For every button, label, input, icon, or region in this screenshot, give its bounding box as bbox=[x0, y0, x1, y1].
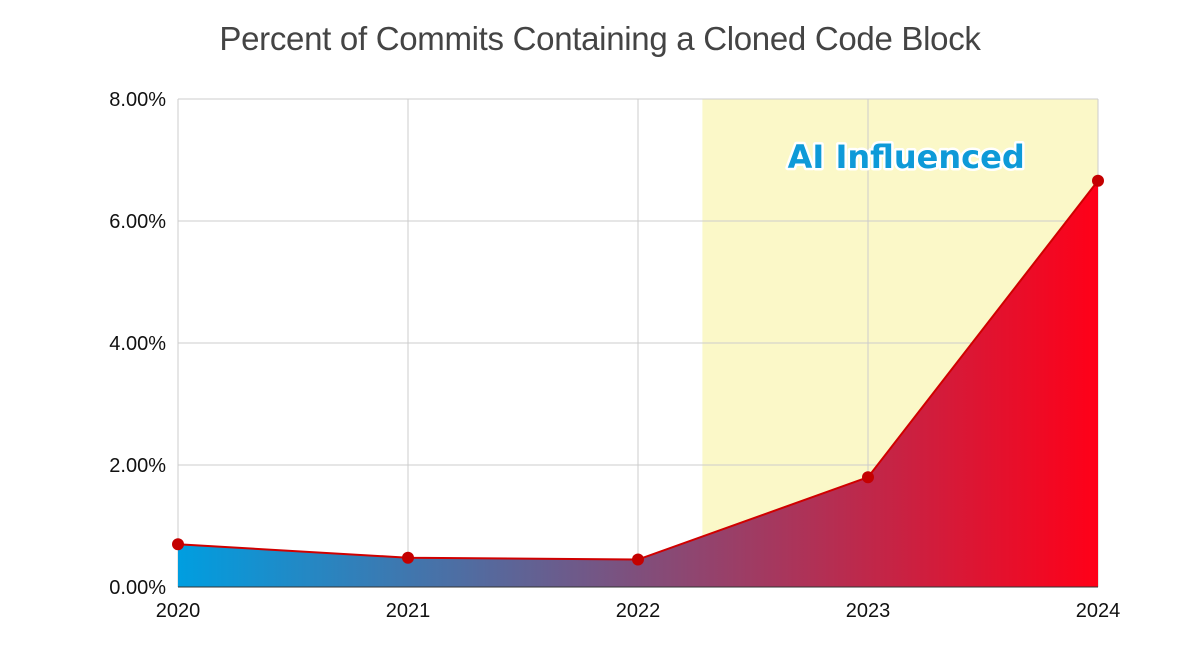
y-tick-label: 6.00% bbox=[109, 211, 166, 233]
x-tick-label: 2022 bbox=[616, 600, 661, 622]
x-tick-label: 2024 bbox=[1076, 600, 1121, 622]
y-tick-label: 8.00% bbox=[109, 89, 166, 111]
x-tick-label: 2021 bbox=[386, 600, 431, 622]
y-tick-label: 4.00% bbox=[109, 333, 166, 355]
data-point-2021 bbox=[402, 551, 414, 564]
x-tick-label: 2020 bbox=[156, 600, 201, 622]
data-point-2020 bbox=[172, 538, 184, 551]
data-point-2023 bbox=[862, 471, 874, 484]
data-point-2022 bbox=[632, 553, 644, 566]
y-tick-label: 0.00% bbox=[109, 577, 166, 599]
data-point-2024 bbox=[1092, 174, 1104, 187]
y-tick-label: 2.00% bbox=[109, 455, 166, 477]
x-tick-label: 2023 bbox=[846, 600, 891, 622]
series-area bbox=[178, 180, 1098, 588]
ai-influenced-label: AI Influenced bbox=[788, 138, 1025, 176]
chart-title: Percent of Commits Containing a Cloned C… bbox=[219, 20, 981, 57]
